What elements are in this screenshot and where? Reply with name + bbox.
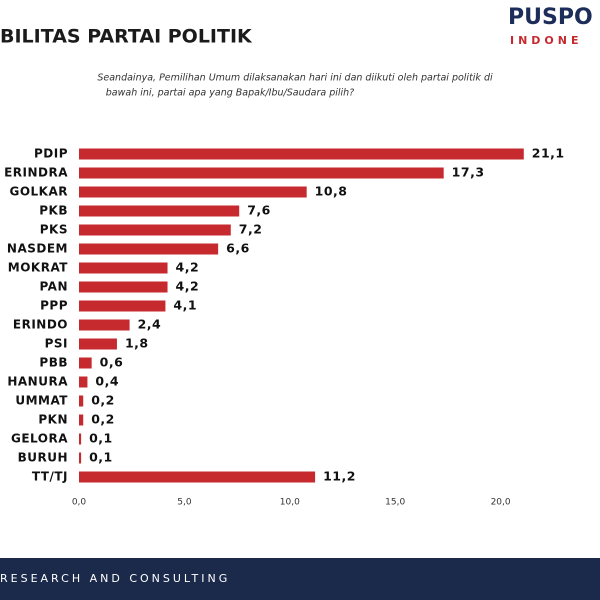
value-label: 0,2 xyxy=(91,393,115,408)
bar xyxy=(79,414,84,426)
value-label: 1,8 xyxy=(125,336,149,351)
category-label: ERINDO xyxy=(13,318,68,332)
value-label: 0,6 xyxy=(100,355,124,370)
category-label: PKS xyxy=(40,223,68,237)
brand-tagline: INDONE xyxy=(510,34,583,47)
bar xyxy=(79,471,316,483)
x-tick-label: 10,0 xyxy=(280,498,300,508)
category-label: PKB xyxy=(39,204,68,218)
value-label: 0,1 xyxy=(89,450,113,465)
value-label: 4,2 xyxy=(176,260,200,275)
bar xyxy=(79,395,84,407)
footer-text: RESEARCH AND CONSULTING xyxy=(0,572,230,585)
bar xyxy=(79,433,82,445)
bar xyxy=(79,338,117,350)
value-label: 0,1 xyxy=(89,431,113,446)
footer-bar xyxy=(0,558,600,600)
category-label: GELORA xyxy=(11,432,68,446)
value-label: 21,1 xyxy=(532,146,565,161)
bar xyxy=(79,376,88,388)
category-label: TT/TJ xyxy=(32,470,68,484)
bar xyxy=(79,186,307,198)
category-label: PPP xyxy=(40,299,68,313)
category-label: PBB xyxy=(39,356,68,370)
value-label: 2,4 xyxy=(138,317,162,332)
x-tick-label: 5,0 xyxy=(177,498,192,508)
category-label: ERINDRA xyxy=(4,166,68,180)
value-label: 6,6 xyxy=(226,241,250,256)
x-tick-label: 15,0 xyxy=(385,498,405,508)
bar xyxy=(79,300,166,312)
category-label: PSI xyxy=(45,337,68,351)
subtitle: Seandainya, Pemilihan Umum dilaksanakan … xyxy=(97,73,493,84)
value-label: 7,2 xyxy=(239,222,263,237)
category-label: NASDEM xyxy=(7,242,68,256)
category-label: UMMAT xyxy=(15,394,68,408)
value-label: 0,4 xyxy=(95,374,119,389)
category-label: PDIP xyxy=(34,147,68,161)
value-label: 4,1 xyxy=(173,298,197,313)
bar xyxy=(79,148,524,160)
bar xyxy=(79,224,231,236)
value-label: 10,8 xyxy=(315,184,348,199)
category-label: HANURA xyxy=(7,375,68,389)
category-label: GOLKAR xyxy=(9,185,68,199)
bar xyxy=(79,452,82,464)
bar xyxy=(79,319,130,331)
bar xyxy=(79,167,444,179)
value-label: 0,2 xyxy=(91,412,115,427)
category-label: BURUH xyxy=(18,451,68,465)
bar xyxy=(79,205,240,217)
bar xyxy=(79,243,219,255)
value-label: 7,6 xyxy=(247,203,271,218)
bar xyxy=(79,281,168,293)
category-label: PAN xyxy=(39,280,68,294)
value-label: 11,2 xyxy=(323,469,356,484)
brand-name: PUSPO xyxy=(508,5,593,30)
bar xyxy=(79,262,168,274)
value-label: 4,2 xyxy=(176,279,200,294)
bar xyxy=(79,357,92,369)
value-label: 17,3 xyxy=(452,165,485,180)
chart-title: BILITAS PARTAI POLITIK xyxy=(0,26,253,48)
category-label: MOKRAT xyxy=(8,261,69,275)
subtitle: bawah ini, partai apa yang Bapak/Ibu/Sau… xyxy=(106,88,354,99)
x-tick-label: 0,0 xyxy=(72,498,87,508)
category-label: PKN xyxy=(38,413,68,427)
x-tick-label: 20,0 xyxy=(491,498,511,508)
